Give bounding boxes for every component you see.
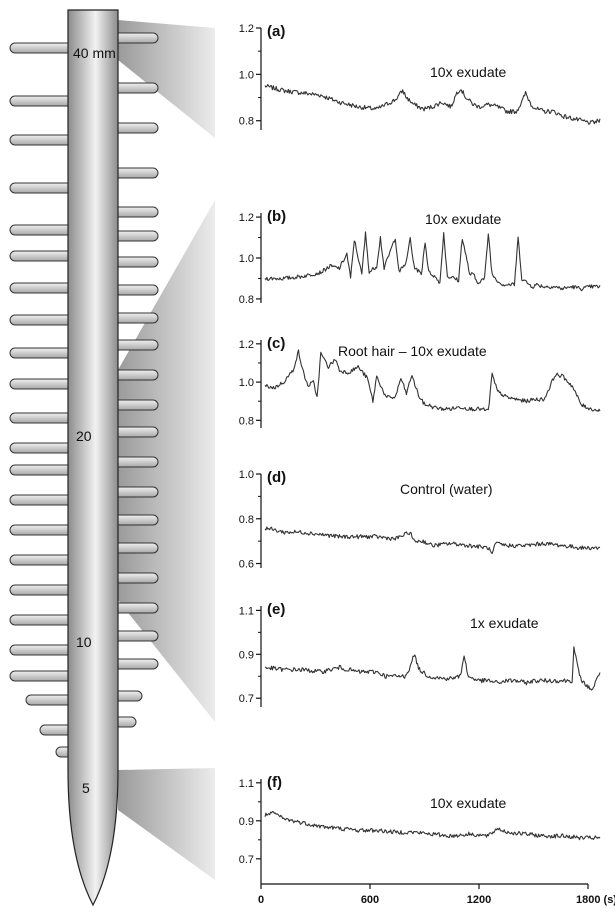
y-tick-label-a-2: 0.8 xyxy=(239,116,254,128)
root-hair-left-6 xyxy=(9,282,77,294)
y-tick-label-a-1: 1.0 xyxy=(239,69,254,81)
chart-panel-c: 1.2 1.0 0.8 (c) Root hair – 10x exudate xyxy=(239,335,601,428)
y-tick-label-c-2: 0.8 xyxy=(239,415,254,427)
root-label-40mm: 40 mm xyxy=(73,45,116,61)
series-line-b xyxy=(264,231,601,292)
panel-label-e: (e) xyxy=(267,601,285,618)
root-hairs xyxy=(9,32,159,758)
y-tick-label-e-0: 1.1 xyxy=(239,605,254,617)
root-hair-left-5 xyxy=(9,250,77,262)
annotation-b: 10x exudate xyxy=(425,211,501,227)
x-tick-label-1: 600 xyxy=(361,894,379,906)
y-tick-label-f-1: 0.9 xyxy=(239,816,254,828)
x-tick-label-3: 1800 (s) xyxy=(576,894,615,906)
x-tick-label-2: 1200 xyxy=(467,894,491,906)
chart-panels: 1.2 1.0 0.8 (a) 10x exudate 1.2 1.0 0.8 (b) 10x e… xyxy=(239,23,615,906)
root-hair-left-4 xyxy=(9,224,77,236)
annotation-c: Root hair – 10x exudate xyxy=(338,343,487,359)
zoom-wedge-f xyxy=(118,768,215,880)
chart-panel-a: 1.2 1.0 0.8 (a) 10x exudate xyxy=(239,23,601,130)
y-tick-label-d-0: 1.0 xyxy=(239,469,254,481)
root-label-10: 10 xyxy=(76,634,92,650)
y-tick-label-d-1: 0.8 xyxy=(239,514,254,526)
root-hair-left-3 xyxy=(9,182,77,194)
root-body xyxy=(67,9,119,907)
y-tick-label-b-2: 0.8 xyxy=(239,294,254,306)
root-label-20: 20 xyxy=(76,428,92,444)
x-tick-label-0: 0 xyxy=(258,894,264,906)
series-line-d xyxy=(264,526,601,555)
root-hair-left-2 xyxy=(9,134,77,146)
root-hair-left-12 xyxy=(9,464,77,476)
series-line-a xyxy=(264,83,601,125)
y-tick-label-a-0: 1.2 xyxy=(239,23,254,35)
chart-panel-d: 1.0 0.8 0.6 (d) Control (water) xyxy=(239,469,601,571)
y-tick-label-b-1: 1.0 xyxy=(239,253,254,265)
root-hair-left-14 xyxy=(9,524,77,536)
y-tick-label-f-2: 0.7 xyxy=(239,854,254,866)
root-hair-left-19 xyxy=(9,670,77,682)
zoom-wedge-a xyxy=(118,20,215,138)
annotation-d: Control (water) xyxy=(400,481,493,497)
root-hair-left-11 xyxy=(9,442,77,454)
root-hair-left-15 xyxy=(9,554,77,566)
y-tick-label-c-1: 1.0 xyxy=(239,377,254,389)
zoom-wedges xyxy=(118,20,215,880)
series-line-f xyxy=(264,811,601,841)
root-hair-left-17 xyxy=(9,614,77,626)
root-hair-left-1 xyxy=(9,95,77,107)
series-line-e xyxy=(264,646,601,691)
root-hair-left-8 xyxy=(9,347,77,359)
y-tick-label-c-0: 1.2 xyxy=(239,339,254,351)
panel-label-b: (b) xyxy=(267,208,286,225)
chart-panel-e: 1.1 0.9 0.7 (e) 1x exudate xyxy=(239,601,601,707)
root-position-labels: 40 mm 20 10 5 xyxy=(73,45,116,796)
root-hair-left-10 xyxy=(9,412,77,424)
chart-panel-f: 1.1 0.9 0.7 (f) 10x exudate 0 600 1200 1800 (s) xyxy=(239,774,615,906)
root-hair-left-13 xyxy=(9,494,77,506)
root-hair-left-0 xyxy=(9,42,77,54)
annotation-a: 10x exudate xyxy=(430,64,506,80)
root-label-5: 5 xyxy=(82,780,90,796)
y-tick-label-d-2: 0.6 xyxy=(239,559,254,571)
panel-label-d: (d) xyxy=(267,469,286,486)
root-hair-left-16 xyxy=(9,584,77,596)
root-hair-left-7 xyxy=(9,314,77,326)
series-line-c xyxy=(264,349,601,412)
y-tick-label-f-0: 1.1 xyxy=(239,778,254,790)
root-hair-left-9 xyxy=(9,378,77,390)
annotation-f: 10x exudate xyxy=(430,795,506,811)
y-tick-label-e-1: 0.9 xyxy=(239,649,254,661)
y-tick-label-b-0: 1.2 xyxy=(239,212,254,224)
chart-panel-b: 1.2 1.0 0.8 (b) 10x exudate xyxy=(239,208,601,306)
panel-label-f: (f) xyxy=(267,774,282,791)
annotation-e: 1x exudate xyxy=(470,615,539,631)
zoom-wedge-be xyxy=(118,200,215,722)
root-hair-left-18 xyxy=(9,644,77,656)
y-tick-label-e-2: 0.7 xyxy=(239,693,254,705)
panel-label-a: (a) xyxy=(267,23,285,40)
panel-label-c: (c) xyxy=(267,335,285,352)
